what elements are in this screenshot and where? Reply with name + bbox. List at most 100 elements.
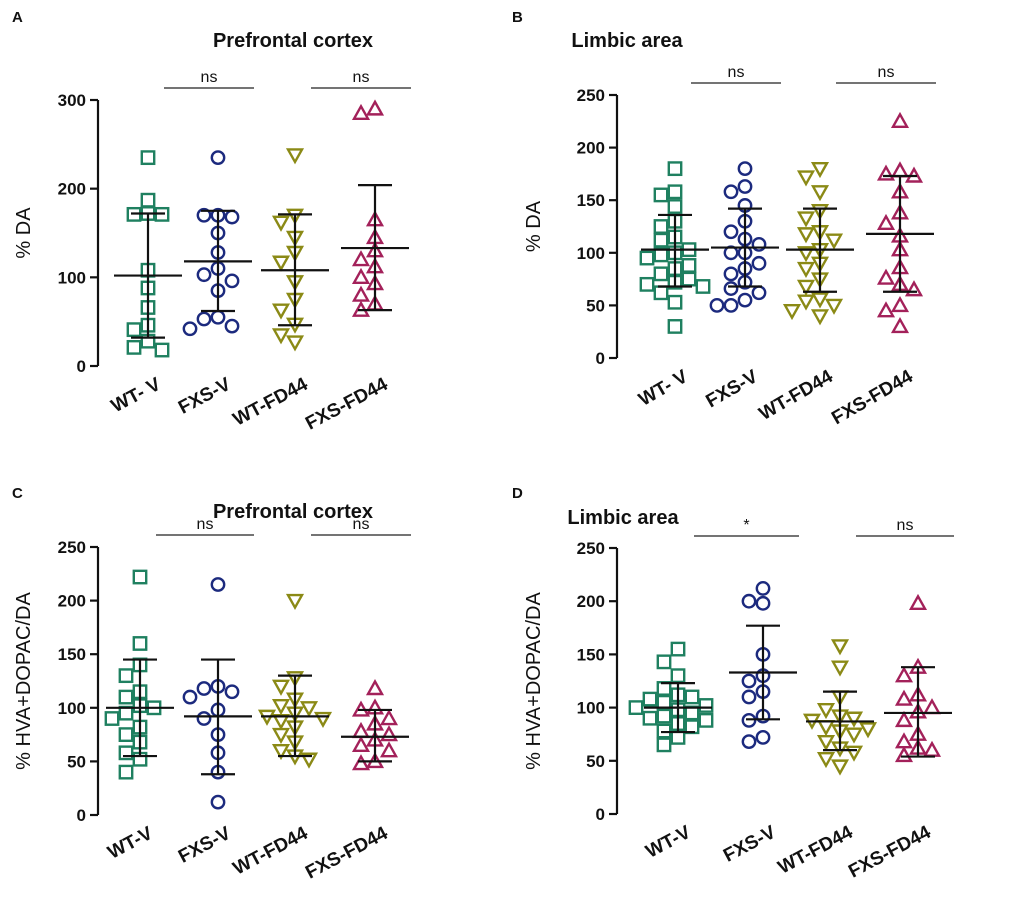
data-point: [681, 271, 697, 287]
series-wt-fd44: [257, 593, 333, 769]
data-point: [182, 689, 198, 705]
data-point: [796, 294, 816, 311]
y-tick-label: 300: [58, 91, 86, 110]
data-point: [196, 711, 212, 726]
panel-letter: D: [512, 485, 523, 502]
data-point: [844, 745, 864, 762]
series-fxs-v: [709, 161, 779, 313]
x-tick-label: WT-FD44: [230, 823, 312, 880]
data-point: [830, 759, 850, 776]
x-tick-label: WT-FD44: [775, 822, 857, 879]
data-point: [858, 722, 878, 739]
panel-c: C Prefrontal cortex % HVA+DOPAC/DA 0 50 100 15…: [12, 485, 411, 884]
series-fxs-fd44: [866, 111, 934, 334]
data-point: [639, 276, 655, 292]
data-point: [365, 679, 385, 696]
significance-label: *: [743, 517, 749, 534]
data-point: [351, 250, 371, 267]
data-point: [810, 204, 830, 221]
series-fxs-v: [182, 577, 252, 810]
data-point: [894, 732, 914, 749]
data-point: [741, 734, 757, 750]
y-tick-label: 100: [58, 699, 86, 718]
data-point: [379, 709, 399, 726]
chart-title: Prefrontal cortex: [213, 30, 373, 52]
data-point: [271, 255, 291, 272]
data-point: [796, 227, 816, 244]
series-fxs-v: [729, 581, 797, 750]
y-tick-label: 0: [596, 805, 605, 824]
data-point: [796, 261, 816, 279]
data-point: [922, 698, 942, 715]
data-point: [104, 711, 120, 726]
data-point: [667, 319, 683, 334]
data-point: [796, 170, 816, 187]
data-point: [299, 752, 319, 769]
x-tick-label: FXS-FD44: [302, 374, 391, 435]
data-point: [723, 184, 739, 200]
y-tick-label: 0: [596, 349, 605, 368]
data-point: [210, 309, 226, 325]
data-point: [904, 280, 924, 297]
data-point: [154, 342, 170, 358]
data-point: [224, 209, 240, 225]
y-tick-label: 200: [58, 180, 86, 199]
x-tick-label: FXS-FD44: [828, 366, 917, 429]
data-point: [670, 641, 686, 657]
series-wt-fd44: [802, 639, 878, 776]
significance-label: ns: [878, 64, 895, 81]
x-tick-label: FXS-V: [175, 823, 235, 868]
chart-title: Limbic area: [571, 30, 683, 52]
data-point: [755, 595, 771, 611]
data-point: [894, 746, 914, 763]
data-point: [379, 725, 399, 742]
data-point: [653, 219, 669, 234]
data-point: [118, 727, 134, 743]
data-point: [667, 184, 683, 200]
data-point: [351, 735, 371, 753]
data-point: [196, 681, 212, 696]
x-tick-label: WT-FD44: [230, 374, 312, 431]
y-tick-label: 100: [58, 268, 86, 287]
series-fxs-v: [182, 150, 252, 337]
data-point: [824, 233, 844, 250]
x-tick-label: FXS-FD44: [302, 823, 391, 884]
y-tick-label: 50: [586, 296, 605, 315]
data-point: [876, 164, 896, 181]
data-point: [224, 684, 240, 700]
data-point: [741, 593, 757, 609]
y-tick-label: 200: [577, 592, 605, 611]
x-tick-label: FXS-FD44: [845, 822, 934, 883]
data-point: [271, 743, 291, 761]
series-fxs-fd44: [341, 679, 409, 771]
series-wt-v: [628, 641, 714, 753]
data-point: [751, 285, 767, 301]
data-point: [816, 720, 836, 737]
data-point: [698, 698, 714, 713]
data-point: [656, 708, 672, 724]
data-point: [351, 285, 371, 302]
data-point: [653, 285, 669, 301]
panel-letter: C: [12, 485, 23, 502]
data-point: [876, 301, 896, 318]
panel-letter: B: [512, 9, 523, 26]
data-point: [285, 148, 305, 165]
panel-d: D Limbic area % HVA+DOPAC/DA 0 50 100 150 200 25…: [512, 485, 954, 883]
data-point: [351, 754, 371, 771]
data-point: [816, 751, 836, 769]
data-point: [894, 710, 914, 728]
data-point: [741, 673, 757, 689]
chart-title: Prefrontal cortex: [213, 501, 373, 523]
data-point: [118, 689, 134, 705]
data-point: [196, 311, 212, 327]
panel-letter: A: [12, 9, 23, 26]
data-point: [830, 639, 850, 656]
y-axis-label: % DA: [13, 207, 35, 259]
data-point: [751, 236, 767, 252]
data-point: [379, 741, 399, 758]
data-point: [737, 179, 753, 194]
data-point: [299, 701, 319, 718]
data-point: [796, 279, 816, 296]
series-wt-v: [114, 150, 182, 358]
data-point: [723, 266, 739, 282]
